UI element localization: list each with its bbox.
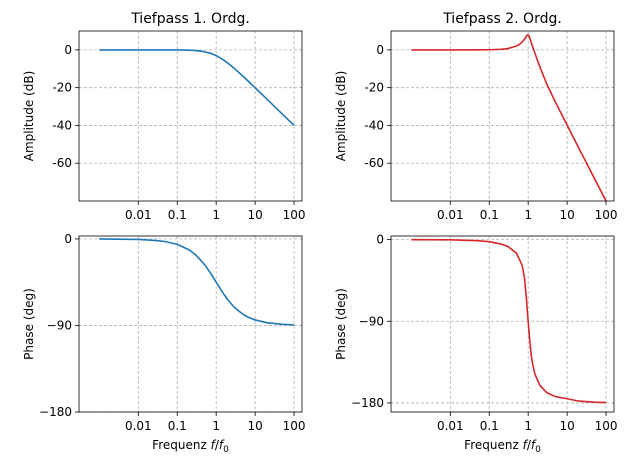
x-tick-label: 0.01 — [437, 208, 464, 222]
y-tick-label: 0 — [376, 43, 384, 57]
x-tick-label: 1 — [524, 208, 532, 222]
x-tick-label: 0.1 — [168, 208, 187, 222]
axes-frame — [390, 30, 615, 202]
y-axis-label: Phase (deg) — [334, 288, 348, 360]
x-tick-label: 0.1 — [168, 419, 187, 433]
chart-phase2: 0.01 0.1 1 10 100 0 −90 −180 Phase (deg) Frequenz… — [334, 233, 618, 455]
x-tick-label: 10 — [247, 208, 262, 222]
x-tick-label: 0.01 — [125, 208, 152, 222]
series-line — [99, 49, 295, 127]
x-tick-label: 100 — [595, 208, 618, 222]
series-line — [99, 238, 295, 326]
y-tick-label: −180 — [351, 396, 384, 410]
x-tick-label: 1 — [212, 419, 220, 433]
y-tick-label: -20 — [52, 81, 72, 95]
y-tick-label: -60 — [364, 156, 384, 170]
y-tick-label: 0 — [376, 233, 384, 247]
x-tick-label: 100 — [283, 208, 306, 222]
axes-frame — [390, 235, 615, 413]
x-tick-label: 0.01 — [125, 419, 152, 433]
chart-title: Tiefpass 1. Ordg. — [130, 11, 250, 27]
x-tick-label: 0.1 — [480, 208, 499, 222]
axes-frame — [78, 235, 303, 413]
x-axis-label: Frequenz f/f0 — [464, 438, 541, 455]
y-tick-label: −180 — [39, 405, 72, 419]
chart-phase1: 0.01 0.1 1 10 100 0 −90 −180 Phase (deg) Frequenz… — [22, 232, 306, 455]
x-tick-label: 10 — [247, 419, 262, 433]
y-axis-label: Phase (deg) — [22, 288, 36, 360]
y-tick-label: -40 — [364, 118, 384, 132]
y-tick-label: 0 — [64, 232, 72, 246]
x-tick-label: 100 — [283, 419, 306, 433]
series-line — [411, 238, 607, 404]
chart-title: Tiefpass 2. Ordg. — [442, 11, 562, 27]
chart-amp2: 0.01 0.1 1 10 100 0 -20 -40 -60 Tiefpass 2. Ordg.… — [334, 11, 618, 222]
y-tick-label: −90 — [359, 314, 384, 328]
x-tick-label: 10 — [559, 419, 574, 433]
series-line — [411, 34, 607, 202]
y-axis-label: Amplitude (dB) — [334, 71, 348, 162]
x-tick-label: 0.1 — [480, 419, 499, 433]
x-tick-label: 1 — [524, 419, 532, 433]
x-tick-label: 100 — [595, 419, 618, 433]
y-axis-label: Amplitude (dB) — [22, 71, 36, 162]
x-tick-label: 10 — [559, 208, 574, 222]
y-tick-label: -60 — [52, 156, 72, 170]
x-tick-label: 0.01 — [437, 419, 464, 433]
axes-frame — [78, 30, 303, 202]
x-tick-label: 1 — [212, 208, 220, 222]
y-tick-label: −90 — [47, 318, 72, 332]
y-tick-label: -20 — [364, 81, 384, 95]
y-tick-label: 0 — [64, 43, 72, 57]
y-tick-label: -40 — [52, 118, 72, 132]
x-axis-label: Frequenz f/f0 — [152, 438, 229, 455]
chart-amp1: 0.01 0.1 1 10 100 0 -20 -40 -60 Tiefpass 1. Ordg.… — [22, 11, 306, 222]
